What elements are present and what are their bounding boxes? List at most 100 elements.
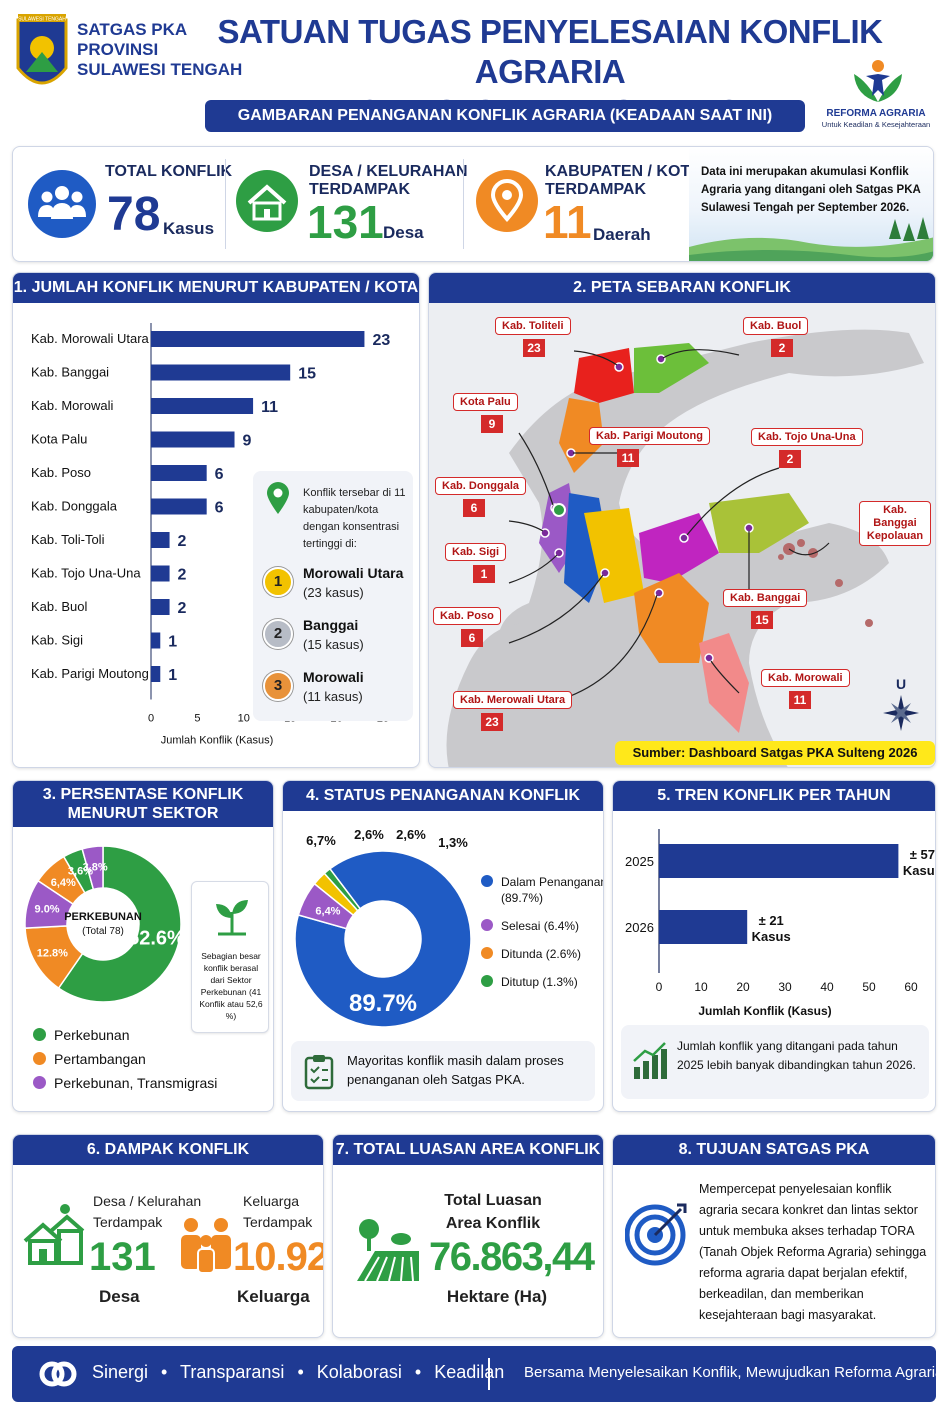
bar-value-label: 2 — [178, 567, 187, 584]
outer-label: 1,3% — [438, 835, 468, 850]
bar — [659, 910, 748, 944]
category-label: 2025 — [625, 854, 654, 869]
pie-slice — [294, 850, 472, 1027]
section-5-title: 5. TREN KONFLIK PER TAHUN — [613, 781, 935, 811]
region-buol — [634, 343, 709, 393]
category-label: Kab. Banggai — [31, 365, 109, 380]
slice-label: 3,6% — [68, 866, 93, 878]
section-2-title: 2. PETA SEBARAN KONFLIK — [429, 273, 935, 303]
family-icon — [181, 1218, 231, 1274]
region-poso — [584, 508, 644, 603]
village-icon — [236, 170, 298, 232]
tick-label: 40 — [820, 980, 834, 994]
trend-note: Jumlah konflik yang ditangani pada tahun… — [621, 1025, 929, 1099]
rank-badge: 1 — [263, 567, 293, 597]
map-region-label: Kab. Tojo Una-Una — [751, 428, 863, 446]
divider — [463, 159, 464, 249]
slice-label: 12.8% — [37, 947, 68, 959]
map-region-label: Kab. Donggala — [435, 477, 527, 495]
growth-chart-icon — [633, 1042, 667, 1079]
legend-item: Ditutup (1.3%) — [481, 975, 578, 989]
tick-label: 0 — [656, 980, 663, 994]
rank-badge: 3 — [263, 671, 293, 701]
org-name: SATGAS PKA PROVINSI SULAWESI TENGAH — [77, 20, 243, 79]
map-region-label: Kab. Banggai — [723, 589, 808, 607]
bar — [151, 331, 365, 347]
bar — [659, 844, 899, 878]
bar — [151, 532, 170, 548]
map-source: Sumber: Dashboard Satgas PKA Sulteng 202… — [615, 741, 935, 765]
footer-value: Kolaborasi — [316, 1362, 402, 1382]
section-1-panel: 1. JUMLAH KONFLIK MENURUT KABUPATEN / KO… — [12, 272, 420, 768]
bar — [151, 632, 161, 649]
note-text: Data ini merupakan akumulasi Konflik Agr… — [701, 166, 921, 214]
bar — [151, 498, 207, 515]
land-area-icon — [357, 1219, 419, 1282]
bar-value-label: 9 — [243, 433, 252, 450]
legend-sublabel: (89.7%) — [501, 891, 544, 905]
legend-swatch — [33, 1028, 46, 1041]
target-icon — [625, 1203, 687, 1266]
bar — [151, 364, 291, 381]
section-5-panel: 5. TREN KONFLIK PER TAHUN 2025± 57Kasus2… — [612, 780, 936, 1112]
category-label: Kab. Toli-Toli — [31, 532, 105, 547]
map-region-label: Kota Palu — [453, 393, 518, 411]
bar-value-label: 2 — [178, 600, 187, 617]
kab-unit: Daerah — [593, 225, 651, 244]
trend-note-text: Jumlah konflik yang ditangani pada tahun… — [677, 1039, 916, 1072]
location-pin-icon — [267, 482, 289, 514]
province-logo: SULAWESI TENGAH — [16, 14, 68, 85]
legend-swatch — [33, 1052, 46, 1065]
donut-hole — [67, 888, 139, 960]
stats-panel: TOTAL KONFLIK 78 Kasus DESA / KELURAHAN T… — [12, 146, 934, 262]
bar — [151, 565, 170, 582]
legend-swatch — [481, 975, 493, 987]
section-6-panel: 6. DAMPAK KONFLIK Desa / Kelurahan Terdam… — [12, 1134, 324, 1338]
category-label: Kab. Sigi — [31, 633, 83, 648]
center-sublabel: (Total 78) — [82, 926, 124, 937]
bar-value-label: 23 — [372, 332, 390, 349]
area-label: Total Luasan Area Konflik — [444, 1192, 542, 1232]
category-label: Kab. Morowali Utara — [31, 331, 150, 346]
legend-label: Perkebunan, Transmigrasi — [54, 1075, 218, 1091]
footer-values: Sinergi • Transparansi • Kolaborasi • Ke… — [92, 1362, 505, 1382]
map-region-count: 11 — [789, 691, 811, 709]
rank-badge: 2 — [263, 619, 293, 649]
legend-item: Ditunda (2.6%) — [481, 947, 581, 961]
map-region-label: Kab. Toliteli — [495, 317, 571, 335]
footer-value: Keadilan — [434, 1362, 505, 1382]
slice-label: 89.7% — [349, 990, 417, 1017]
section-3-panel: 3. PERSENTASE KONFLIK MENURUT SEKTOR PERK… — [12, 780, 274, 1112]
svg-text:SULAWESI TENGAH: SULAWESI TENGAH — [18, 17, 66, 23]
tick-label: 10 — [238, 713, 250, 725]
sector-callout: Sebagian besar konflik berasal dari Sekt… — [191, 881, 269, 1033]
legend-swatch — [481, 919, 493, 931]
outer-label: 2,6% — [396, 827, 426, 842]
category-label: Kab. Buol — [31, 599, 87, 614]
center-label: PERKEBUNAN — [64, 911, 142, 923]
category-label: Kab. Morowali — [31, 398, 113, 413]
plant-icon — [216, 900, 248, 936]
legend-item: Dalam Penanganan — [481, 875, 603, 889]
slice-label: 3,8% — [83, 862, 108, 874]
page-subtitle: GAMBARAN PENANGANAN KONFLIK AGRARIA (KEA… — [205, 100, 805, 132]
legend-label: Selesai (6.4%) — [501, 919, 580, 933]
outer-label: 6,7% — [306, 833, 336, 848]
category-label: Kab. Parigi Moutong — [31, 666, 149, 681]
rank-count: (23 kasus) — [303, 585, 364, 600]
category-label: Kab. Tojo Una-Una — [31, 566, 141, 581]
legend-label: Ditunda (2.6%) — [501, 947, 582, 961]
bar-value-label: 2 — [178, 533, 187, 550]
goal-text: Mempercepat penyelesaian konflik agraria… — [699, 1182, 927, 1322]
map-region-count: 23 — [481, 713, 503, 731]
legend-swatch — [481, 947, 493, 959]
tick-label: 10 — [694, 980, 708, 994]
category-label: Kab. Poso — [31, 465, 91, 480]
bar — [151, 666, 161, 682]
area-unit: Hektare (Ha) — [446, 1287, 548, 1306]
location-pin-icon — [476, 170, 538, 232]
tick-label: 0 — [148, 713, 154, 725]
legend-item: Perkebunan — [33, 1027, 130, 1043]
desa-unit: Desa — [383, 223, 424, 242]
total-unit: Kasus — [163, 219, 215, 238]
